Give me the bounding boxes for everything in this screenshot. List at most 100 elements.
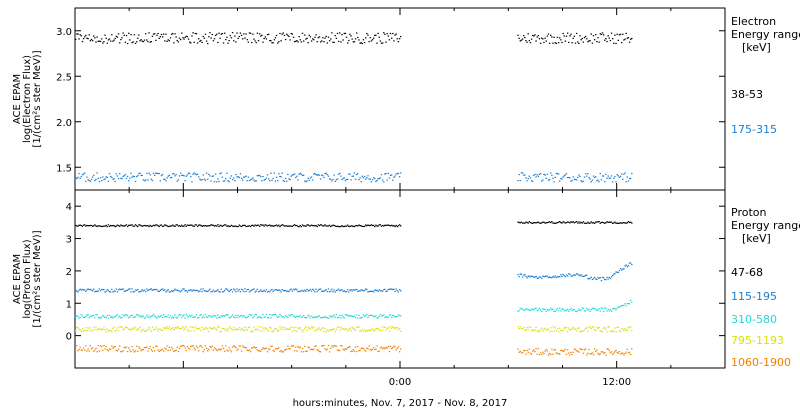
- data-point-1-4-1-91: [619, 353, 622, 355]
- data-point-1-2-0-203: [304, 316, 306, 319]
- data-point-1-3-0-71: [155, 326, 157, 328]
- data-point-1-3-1-100: [629, 326, 632, 328]
- data-point-1-1-0-123: [213, 291, 216, 293]
- data-point-1-0-0-178: [275, 224, 278, 226]
- data-point-1-3-0-43: [123, 328, 125, 330]
- data-point-0-0-0-206: [307, 42, 309, 44]
- data-point-0-1-0-164: [260, 176, 262, 178]
- data-point-1-4-1-55: [579, 348, 581, 350]
- electron-legend-unit: [keV]: [742, 41, 771, 54]
- data-point-1-1-0-150: [244, 288, 246, 290]
- data-point-1-3-1-91: [619, 330, 622, 333]
- data-point-1-3-0-32: [111, 330, 113, 332]
- data-point-0-0-0-186: [284, 38, 287, 41]
- data-point-1-1-0-270: [379, 290, 382, 292]
- data-point-1-4-0-200: [300, 351, 303, 353]
- data-point-1-1-1-98: [627, 264, 630, 267]
- data-point-0-0-1-14: [533, 35, 535, 37]
- data-point-1-2-0-120: [210, 316, 212, 318]
- data-point-1-0-0-8: [84, 224, 86, 226]
- data-point-1-2-0-122: [212, 315, 215, 317]
- data-point-0-0-1-69: [595, 34, 597, 36]
- data-point-1-3-0-226: [330, 329, 332, 331]
- data-point-0-0-1-98: [627, 37, 630, 39]
- x-axis-label: hours:minutes, Nov. 7, 2017 - Nov. 8, 20…: [293, 398, 508, 409]
- data-point-0-0-0-248: [354, 38, 357, 40]
- data-point-1-1-0-87: [173, 289, 175, 292]
- data-point-1-2-0-27: [105, 316, 107, 318]
- data-point-1-2-0-121: [211, 316, 213, 318]
- data-point-1-0-0-66: [149, 224, 151, 226]
- data-point-1-3-0-237: [342, 328, 344, 330]
- data-point-1-3-0-271: [380, 326, 383, 328]
- data-point-1-1-1-66: [591, 278, 594, 280]
- data-point-1-1-0-145: [238, 288, 241, 291]
- data-point-1-3-1-37: [559, 327, 561, 329]
- data-point-1-3-0-103: [191, 326, 193, 328]
- data-point-1-1-0-130: [221, 291, 224, 293]
- data-point-1-4-1-36: [557, 352, 560, 355]
- data-point-1-3-0-178: [275, 328, 278, 330]
- data-point-1-2-0-49: [130, 314, 132, 317]
- data-point-1-4-0-79: [164, 347, 166, 349]
- data-point-1-3-0-36: [115, 329, 118, 331]
- data-point-1-2-0-133: [225, 314, 227, 316]
- data-point-1-0-1-74: [600, 221, 603, 224]
- data-point-1-0-1-100: [629, 221, 632, 223]
- data-point-1-1-0-262: [370, 290, 373, 292]
- data-point-1-2-1-75: [601, 307, 604, 310]
- data-point-1-3-1-63: [588, 326, 590, 328]
- data-point-1-1-0-107: [195, 289, 198, 292]
- data-point-1-4-1-33: [554, 349, 556, 351]
- data-point-1-0-1-3: [520, 221, 523, 223]
- data-point-1-0-1-57: [581, 222, 583, 224]
- data-point-1-0-1-66: [591, 222, 594, 224]
- data-point-1-3-0-214: [316, 327, 318, 329]
- data-point-0-0-1-35: [556, 36, 559, 38]
- data-point-0-1-0-251: [358, 179, 360, 181]
- data-point-1-1-1-3: [520, 273, 523, 275]
- data-point-1-3-1-24: [544, 327, 546, 329]
- data-point-0-0-0-85: [170, 33, 173, 35]
- data-point-1-4-0-167: [263, 348, 265, 350]
- data-point-0-0-1-8: [526, 41, 528, 43]
- data-point-1-2-1-0: [517, 310, 519, 312]
- data-point-1-2-0-117: [207, 316, 209, 318]
- data-point-1-3-1-32: [553, 330, 555, 332]
- data-point-1-2-0-283: [394, 316, 396, 318]
- data-point-0-1-0-283: [394, 175, 396, 177]
- data-point-0-1-0-157: [252, 177, 254, 179]
- data-point-1-0-0-230: [334, 225, 336, 227]
- data-point-1-3-0-81: [166, 326, 168, 328]
- data-point-1-4-0-90: [176, 346, 178, 348]
- data-point-1-4-0-284: [395, 349, 397, 351]
- data-point-1-1-0-128: [219, 291, 221, 293]
- data-point-1-1-1-32: [553, 276, 555, 278]
- data-point-1-3-0-142: [235, 328, 237, 330]
- data-point-1-4-0-144: [237, 348, 239, 350]
- data-point-1-2-0-114: [203, 316, 206, 319]
- data-point-1-2-0-20: [97, 317, 99, 319]
- data-point-1-0-0-147: [240, 225, 243, 228]
- data-point-0-1-1-86: [614, 176, 616, 178]
- data-point-0-0-1-92: [620, 42, 623, 44]
- data-point-0-1-0-252: [359, 177, 361, 179]
- data-point-1-3-0-24: [102, 329, 104, 331]
- data-point-1-2-1-22: [542, 308, 544, 310]
- data-point-0-0-1-30: [551, 36, 553, 38]
- data-point-0-0-0-122: [212, 40, 215, 42]
- data-point-0-0-0-161: [256, 32, 259, 34]
- data-point-0-1-1-91: [619, 175, 622, 177]
- data-point-1-0-0-154: [248, 225, 251, 227]
- data-point-1-1-0-10: [86, 289, 88, 291]
- data-point-1-2-0-31: [109, 316, 112, 318]
- data-point-1-4-1-14: [533, 349, 535, 351]
- data-point-0-1-0-84: [169, 177, 172, 179]
- data-point-1-3-0-44: [124, 326, 127, 328]
- data-point-1-0-1-80: [607, 221, 609, 223]
- data-point-1-0-0-236: [341, 225, 343, 227]
- data-point-0-1-1-40: [562, 176, 564, 178]
- data-point-0-1-0-45: [125, 177, 128, 179]
- data-point-1-1-0-111: [200, 288, 202, 290]
- data-point-1-0-0-60: [142, 225, 145, 227]
